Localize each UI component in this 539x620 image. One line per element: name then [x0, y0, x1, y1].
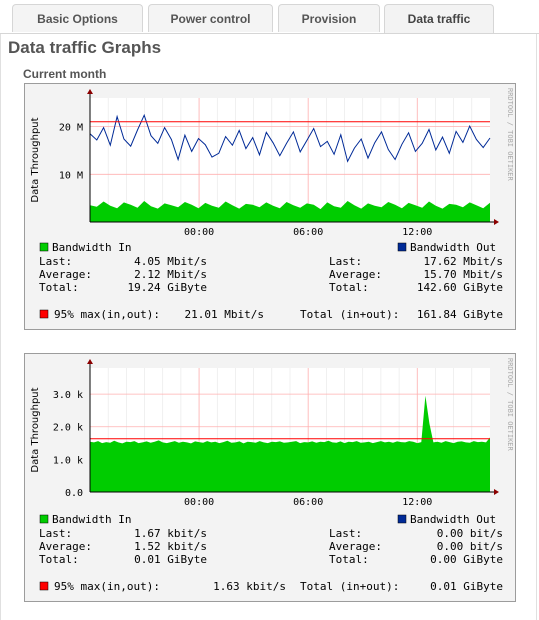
legend-max-swatch	[39, 581, 49, 591]
tab-basic-options[interactable]: Basic Options	[12, 4, 143, 32]
legend-in-label: Bandwidth In	[52, 513, 131, 526]
tab-bar: Basic Options Power control Provision Da…	[0, 0, 539, 34]
watermark: RRDTOOL / TOBI OETIKER	[506, 88, 514, 182]
y-axis-arrow	[87, 359, 93, 364]
stat-average-in: 2.12 Mbit/s	[134, 268, 207, 281]
legend-total-label: Total (in+out):	[300, 308, 399, 321]
stat-last-label: Last:	[39, 527, 72, 540]
stat-average-out: 0.00 bit/s	[437, 540, 503, 553]
x-axis-arrow	[494, 219, 499, 225]
x-axis-arrow	[494, 489, 499, 495]
stat-total-label: Total:	[39, 553, 79, 566]
stat-average-in: 1.52 kbit/s	[134, 540, 207, 553]
stat-total-in: 19.24 GiByte	[128, 281, 207, 294]
legend-out-swatch	[397, 514, 407, 524]
stat-last-label: Last:	[39, 255, 72, 268]
traffic-graph-monthly-mbit: 00:00 06:00 12:00 10 M 20 M Data Throughput …	[24, 83, 516, 330]
stat-average-label: Average:	[39, 540, 92, 553]
legend-max-label: 95% max(in,out):	[54, 308, 160, 321]
tab-baseline	[0, 33, 539, 34]
stat-average-out: 15.70 Mbit/s	[424, 268, 503, 281]
legend-total-value: 161.84 GiByte	[417, 308, 503, 321]
stat-total-label-out: Total:	[329, 281, 369, 294]
legend-out-swatch	[397, 242, 407, 252]
legend-max-value: 21.01 Mbit/s	[185, 308, 264, 321]
stat-average-label-out: Average:	[329, 268, 382, 281]
x-tick-label: 12:00	[402, 497, 432, 508]
stat-last-label-out: Last:	[329, 255, 362, 268]
legend-max-swatch	[39, 309, 49, 319]
y-tick-label: 20 M	[59, 123, 83, 134]
x-tick-label: 00:00	[184, 227, 214, 238]
graph-canvas: 00:00 06:00 12:00 0.0 1.0 k 2.0 k 3.0 k Data T…	[25, 354, 515, 601]
tab-provision[interactable]: Provision	[278, 4, 380, 32]
x-tick-label: 00:00	[184, 497, 214, 508]
legend-total-label: Total (in+out):	[300, 580, 399, 593]
legend-max-value: 1.63 kbit/s	[213, 580, 286, 593]
stat-last-in: 4.05 Mbit/s	[134, 255, 207, 268]
stat-total-label-out: Total:	[329, 553, 369, 566]
legend-max-label: 95% max(in,out):	[54, 580, 160, 593]
tab-data-traffic[interactable]: Data traffic	[384, 4, 494, 34]
section-title: Current month	[23, 67, 107, 81]
series-bandwidth-out-line	[89, 113, 491, 163]
stat-last-out: 17.62 Mbit/s	[424, 255, 503, 268]
watermark: RRDTOOL / TOBI OETIKER	[506, 358, 514, 452]
x-tick-label: 06:00	[293, 227, 323, 238]
stat-last-out: 0.00 bit/s	[437, 527, 503, 540]
y-axis-label: Data Throughput	[30, 117, 41, 202]
content-panel	[0, 34, 537, 620]
y-tick-label: 3.0 k	[53, 390, 83, 401]
legend-in-swatch	[39, 242, 49, 252]
tab-power-control[interactable]: Power control	[148, 4, 273, 32]
legend-out-label: Bandwidth Out	[410, 241, 496, 254]
x-tick-label: 06:00	[293, 497, 323, 508]
traffic-graph-monthly-kbit: 00:00 06:00 12:00 0.0 1.0 k 2.0 k 3.0 k Data T…	[24, 353, 516, 602]
legend-in-swatch	[39, 514, 49, 524]
y-tick-label: 2.0 k	[53, 423, 83, 434]
stat-total-out: 0.00 GiByte	[430, 553, 503, 566]
y-tick-label: 10 M	[59, 170, 83, 181]
stat-last-label-out: Last:	[329, 527, 362, 540]
series-bandwidth-in-area	[90, 395, 490, 492]
stat-total-out: 142.60 GiByte	[417, 281, 503, 294]
stat-last-in: 1.67 kbit/s	[134, 527, 207, 540]
x-tick-label: 12:00	[402, 227, 432, 238]
stat-total-label: Total:	[39, 281, 79, 294]
y-tick-label: 1.0 k	[53, 455, 83, 466]
legend-total-value: 0.01 GiByte	[430, 580, 503, 593]
stat-average-label-out: Average:	[329, 540, 382, 553]
legend-out-label: Bandwidth Out	[410, 513, 496, 526]
legend-in-label: Bandwidth In	[52, 241, 131, 254]
stat-average-label: Average:	[39, 268, 92, 281]
y-axis-label: Data Throughput	[30, 387, 41, 472]
y-tick-label: 0.0	[65, 488, 83, 499]
series-bandwidth-in-area	[90, 201, 490, 222]
stat-total-in: 0.01 GiByte	[134, 553, 207, 566]
page-title: Data traffic Graphs	[8, 38, 162, 57]
y-axis-arrow	[87, 89, 93, 94]
